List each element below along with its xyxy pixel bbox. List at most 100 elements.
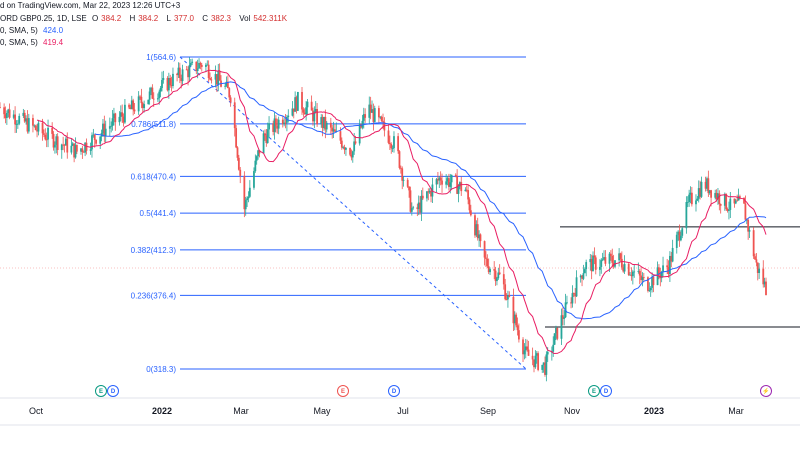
candle-body [137,96,140,112]
candle-body [545,354,548,375]
candle-body [417,202,420,209]
candle-body [743,197,745,204]
candle-body [14,114,17,125]
candle-body [295,97,298,111]
sma-slow-value: 424.0 [43,26,64,35]
candle-body [8,109,11,118]
event-marker-flash [760,385,772,397]
candle-body [468,199,471,211]
candle-body [89,149,92,151]
legend-sma-slow[interactable]: 0, SMA, 5) 424.0 [0,26,66,36]
ohlc-high: H 384.2 [129,14,159,23]
candle-body [303,112,306,115]
candle-body [313,111,316,122]
candle-body [275,118,277,126]
candle-body [291,108,294,116]
candle-body [276,125,279,129]
candle-body [320,117,323,125]
fibonacci-retracement[interactable]: 1(564.6) 0.786(511.8) 0.618(470.4) 0.5(441.… [131,53,527,374]
event-marker-dividend [107,385,119,397]
fib-level-label: 0(318.3) [146,365,176,374]
candle-body [205,64,207,67]
candle-body [763,281,766,285]
candle-body [119,112,122,117]
candle-body [191,61,194,63]
candle-body [257,150,259,157]
candle-body [618,253,621,261]
candle-body [496,278,498,282]
candle-body [758,268,761,273]
candle-body [33,125,36,127]
candle-body [631,271,634,277]
candle-body [592,255,594,272]
candle-body [239,169,242,176]
candle-body [354,141,357,144]
candle-body [91,135,93,150]
candle-body [744,203,747,220]
candle-body [226,81,229,89]
candle-body [410,208,413,212]
candle-body [361,120,364,128]
candle-body [266,129,269,144]
candle-body [458,182,461,187]
candle-body [656,267,659,286]
candle-body [114,113,117,123]
candle-body [215,74,218,85]
candle-body [522,339,524,355]
candle-body [178,67,181,79]
candle-body [544,362,546,375]
candle-body [5,112,8,119]
candle-body [339,131,342,141]
event-marker-earnings [588,385,600,397]
candle-body [494,270,497,282]
candle-body [566,302,568,304]
candle-body [277,119,280,129]
candle-body [147,99,150,105]
candle-body [284,122,287,124]
candle-body [51,127,54,134]
candle-body [206,64,209,66]
candle-body [56,136,59,151]
time-axis-tick-label: Jul [397,406,409,416]
candle-body [235,128,238,148]
candle-body [209,78,211,80]
candle-body [531,355,534,360]
candle-body [685,202,688,229]
candle-body [726,209,729,211]
candle-body [406,179,409,187]
candle-body [84,142,87,153]
event-marker-earnings [95,385,107,397]
candle-body [553,333,556,345]
candle-body [27,118,30,132]
candle-body [707,178,710,194]
candle-body [15,124,18,125]
candle-body [574,293,577,297]
candle-body [671,247,674,262]
candle-body [747,219,750,232]
candle-body [582,273,585,279]
candle-body [446,178,449,182]
event-marker-dividend [600,385,612,397]
candle-body [739,196,741,198]
candle-body [479,234,482,242]
candle-body [439,177,442,181]
candle-body [445,181,448,185]
legend-sma-fast[interactable]: 0, SMA, 5) 419.4 [0,38,66,48]
candle-body [41,122,44,134]
candle-body [581,275,583,279]
candle-body [755,259,758,263]
fib-level-label: 0.618(470.4) [131,172,177,181]
candle-body [512,296,515,324]
candle-body [265,135,268,144]
candle-body [600,260,603,267]
ohlc-close: C 382.3 [202,14,232,23]
candle-body [546,351,549,355]
candle-body [172,73,174,87]
candle-body [627,263,630,275]
candle-body [708,190,711,194]
header-ohlc: ORD GBP0.25, 1D, LSE O 384.2 H 384.2 L 377.… [0,14,293,24]
candle-body [556,327,559,339]
candle-body [593,255,596,258]
